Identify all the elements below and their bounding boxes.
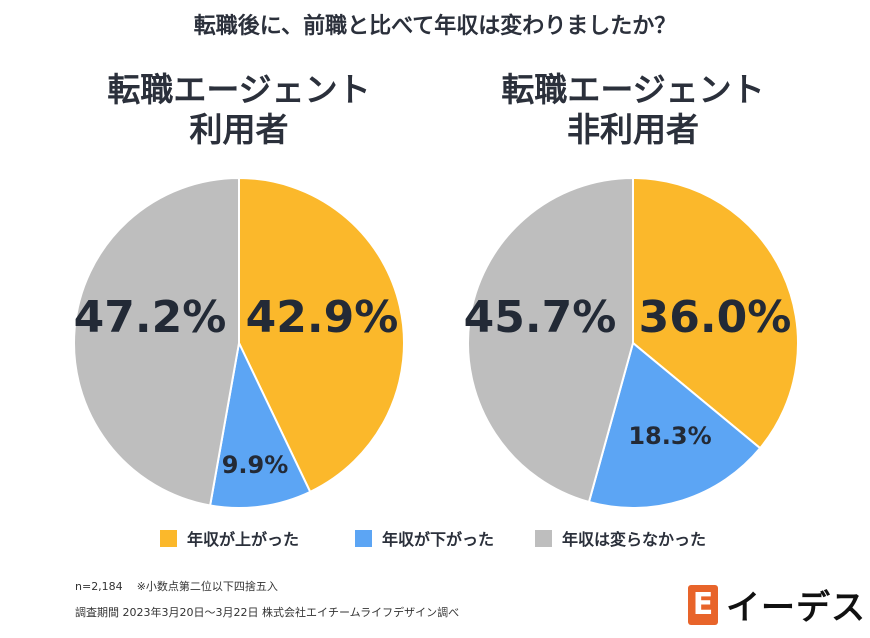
data-label-same: 45.7% [464,292,617,343]
data-label-down: 18.3% [628,422,711,450]
legend: 年収が上がった 年収が下がった 年収は変らなかった [0,526,870,550]
footnote-survey: 調査期間 2023年3月20日～3月22日 株式会社エイチームライフデザイン調べ [75,606,460,619]
chart-title: 転職後に、前職と比べて年収は変わりましたか？ [193,14,677,39]
legend-swatch [535,529,552,547]
pie-title-users: 転職エージェント 利用者 [69,70,409,150]
pie-title-line: 利用者 [189,110,289,149]
pie-title-line: 転職エージェント [107,70,371,109]
pie-title-non-users: 転職エージェント 非利用者 [463,70,803,150]
legend-swatch [160,529,177,547]
sample-size: n=2,184 [75,580,123,593]
legend-label: 年収が下がった [382,530,495,549]
logo-mark: E [688,584,718,625]
pie-slice-down [208,339,312,509]
logo-text: イーデス [726,588,866,628]
pie-slice-down [587,341,762,509]
data-label-down: 9.9% [222,451,289,479]
pie-slice-up [632,176,799,450]
pie-slice-up [238,176,405,494]
legend-item-up: 年収が上がった [160,526,299,550]
legend-item-same: 年収は変らなかった [535,526,706,550]
pie-slice-same [73,176,240,507]
data-label-up: 42.9% [246,292,399,343]
pie-title-line: 非利用者 [567,110,699,149]
footnote-sample: n=2,184 ※小数点第二位以下四捨五入 [75,578,278,594]
data-label-up: 36.0% [639,292,792,343]
legend-label: 年収は変らなかった [562,530,707,549]
pie-slice-same [467,176,634,504]
legend-label: 年収が上がった [187,530,300,549]
pie-title-line: 転職エージェント [501,70,765,109]
data-label-same: 47.2% [74,292,227,343]
legend-swatch [355,529,372,547]
legend-item-down: 年収が下がった [355,526,494,550]
rounding-note: ※小数点第二位以下四捨五入 [136,580,278,593]
logo: E イーデス [688,580,866,629]
